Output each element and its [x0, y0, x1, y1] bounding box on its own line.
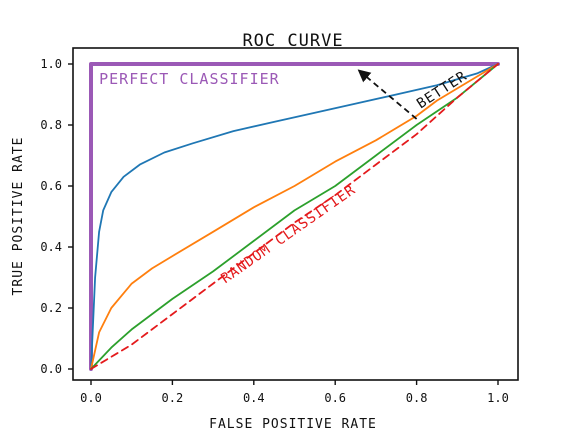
perfect-classifier-line — [89, 62, 500, 371]
y-tick-label: 0.8 — [40, 118, 62, 132]
x-tick-label: 0.4 — [243, 391, 265, 405]
y-tick-label: 0.0 — [40, 362, 62, 376]
blue-roc-line — [90, 63, 499, 370]
y-tick-label: 0.4 — [40, 240, 62, 254]
x-tick-label: 1.0 — [487, 391, 509, 405]
y-tick-label: 0.2 — [40, 301, 62, 315]
x-tick-label: 0.0 — [80, 391, 102, 405]
orange-roc-line — [90, 63, 499, 370]
x-axis-label: FALSE POSITIVE RATE — [209, 417, 377, 432]
chart-title: ROC CURVE — [242, 31, 343, 51]
better-arrow — [357, 69, 418, 120]
green-roc-line — [90, 63, 499, 370]
y-tick-label: 1.0 — [40, 57, 62, 71]
random-classifier-line — [90, 63, 499, 370]
x-tick-label: 0.2 — [162, 391, 184, 405]
x-tick-label: 0.6 — [324, 391, 346, 405]
y-axis-label: TRUE POSITIVE RATE — [11, 137, 26, 296]
plot-frame — [72, 47, 519, 381]
y-tick-label: 0.6 — [40, 179, 62, 193]
x-tick-label: 0.8 — [406, 391, 428, 405]
perfect-classifier-label: PERFECT CLASSIFIER — [99, 70, 280, 88]
